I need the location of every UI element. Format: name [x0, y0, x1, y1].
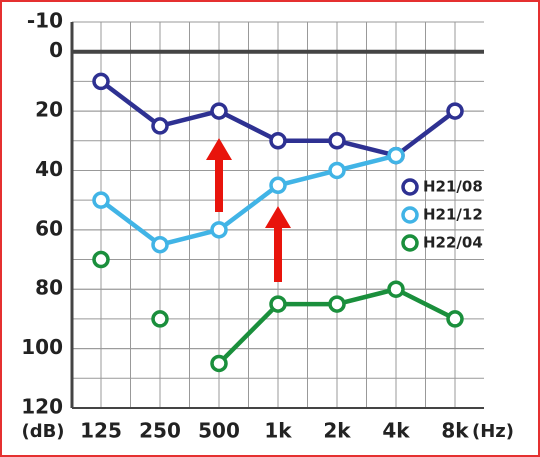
x-tick-label: 8k	[441, 419, 469, 443]
point	[210, 354, 228, 373]
arrow-head	[206, 138, 232, 160]
y-tick-label: 120	[21, 395, 63, 419]
point	[328, 161, 346, 180]
point	[151, 310, 169, 328]
point	[328, 132, 346, 150]
point	[269, 132, 287, 150]
x-axis-label: (Hz)	[472, 421, 514, 442]
point	[446, 102, 464, 120]
arrow-head	[265, 206, 291, 228]
x-tick-label: 500	[198, 419, 240, 443]
point	[151, 117, 169, 135]
y-tick-label: 80	[35, 276, 63, 300]
y-tick-label: 60	[35, 216, 63, 240]
x-tick-label: 1k	[264, 419, 292, 443]
y-tick-label: 40	[35, 157, 63, 181]
y-tick-label: 0	[49, 38, 63, 62]
x-tick-label: 2k	[323, 419, 351, 443]
point	[269, 295, 287, 313]
x-tick-label: 4k	[382, 419, 410, 443]
point	[210, 102, 228, 120]
y-tick-label: 20	[35, 98, 63, 122]
legend-marker	[401, 178, 419, 196]
legend-label: H21/12	[423, 206, 483, 224]
legend-label: H22/04	[423, 234, 483, 252]
point	[151, 235, 169, 254]
point	[210, 221, 228, 239]
point	[92, 250, 110, 269]
point	[328, 295, 346, 313]
point	[387, 280, 405, 298]
legend-label: H21/08	[423, 178, 483, 196]
point	[269, 176, 287, 195]
point	[387, 146, 405, 165]
legend-marker	[401, 206, 419, 224]
x-tick-label: 125	[80, 419, 122, 443]
series-line	[99, 153, 397, 247]
y-tick-label: -10	[27, 9, 63, 33]
point	[92, 72, 110, 91]
legend-marker	[401, 234, 419, 252]
x-tick-label: 250	[139, 419, 181, 443]
y-axis-label: (dB)	[21, 421, 64, 442]
point	[92, 191, 110, 209]
y-tick-label: 100	[21, 335, 63, 359]
point	[446, 310, 464, 328]
